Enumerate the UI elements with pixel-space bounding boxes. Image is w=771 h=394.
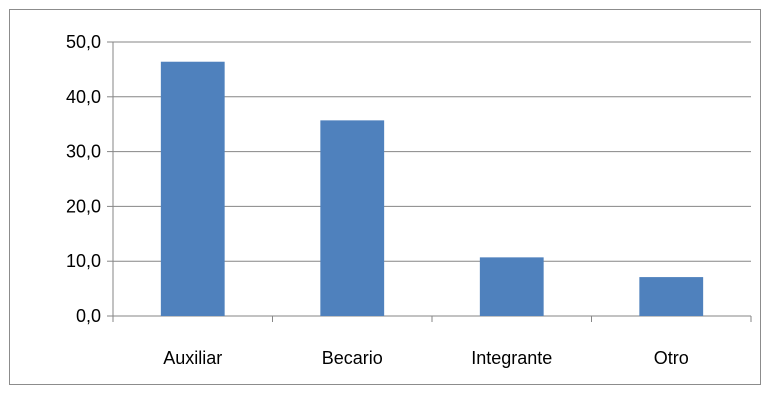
- y-tick-label: 50,0: [66, 32, 101, 52]
- x-axis-ticks: Auxiliar Becario Integrante Otro: [112, 316, 752, 368]
- bar-auxiliar: [160, 61, 225, 317]
- y-tick-label: 0,0: [76, 306, 101, 326]
- y-axis-ticks: 0,0 10,0 20,0 30,0 40,0 50,0: [66, 32, 113, 326]
- x-category-label: Integrante: [471, 348, 552, 368]
- y-tick-label: 20,0: [66, 196, 101, 216]
- bar-otro: [639, 277, 704, 316]
- chart-frame: [9, 9, 761, 385]
- x-category-label: Otro: [654, 348, 689, 368]
- x-category-label: Becario: [322, 348, 383, 368]
- y-tick-label: 10,0: [66, 251, 101, 271]
- x-category-label: Auxiliar: [163, 348, 222, 368]
- y-tick-label: 40,0: [66, 87, 101, 107]
- bars: [160, 61, 704, 317]
- y-tick-label: 30,0: [66, 142, 101, 162]
- bar-integrante: [479, 257, 544, 316]
- bar-becario: [320, 120, 385, 316]
